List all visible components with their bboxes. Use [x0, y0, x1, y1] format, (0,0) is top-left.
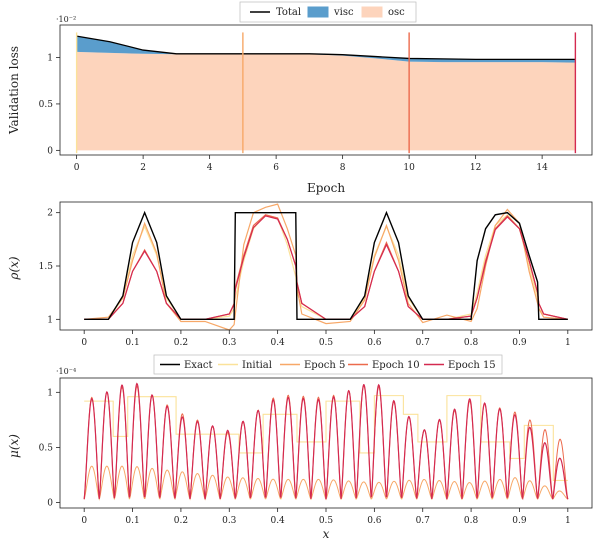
mu-x-axis-title: x	[323, 527, 330, 541]
mu-x-tick-label: 0.4	[270, 516, 285, 526]
rho-x-tick-label: 0.8	[464, 338, 479, 348]
rho-x-tick-label: 0	[81, 338, 87, 348]
rho-x-tick-label: 0.1	[125, 338, 139, 348]
rho-series-exact	[84, 210, 568, 321]
mu-y-ticks: 00.51	[39, 388, 60, 508]
mu-x-ticks: 0 0.1 0.2 0.3 0.4 0.5 0.6 0.7 0.8 0.9 1	[81, 508, 571, 526]
rho-x-tick-label: 0.5	[319, 338, 334, 348]
mu-series-epoch-15	[83, 382, 569, 501]
total-line	[76, 35, 576, 61]
mu-series-initial	[84, 395, 568, 482]
legend-epoch10-label: Epoch 10	[372, 360, 420, 371]
loss-x-tick-label: 8	[340, 163, 346, 173]
mu-axes-frame	[59, 377, 593, 509]
rho-x-tick-label: 0.3	[222, 338, 237, 348]
loss-legend-visc-swatch	[307, 6, 329, 18]
legend-exact-label: Exact	[184, 360, 213, 371]
mu-y-axis-title: μ(x)	[7, 434, 21, 458]
rho-y-ticks: 11.52	[39, 209, 60, 325]
rho-y-tick-label: 1.5	[39, 262, 54, 272]
mu-y-scale-label: ·10⁻⁴	[56, 367, 76, 376]
loss-y-scale-label: ·10⁻²	[56, 15, 76, 24]
rho-y-axis-title: ρ(x)	[7, 256, 21, 281]
rho-x-tick-label: 0.6	[367, 338, 382, 348]
panel-mu: 0 0.1 0.2 0.3 0.4 0.5 0.6 0.7 0.8 0.9 1 00.51 ·10⁻…	[7, 367, 593, 541]
rho-series-epoch-5	[84, 203, 568, 331]
loss-y-ticks: 00.51	[39, 54, 60, 156]
loss-legend-osc-swatch	[361, 6, 383, 18]
mu-x-tick-label: 0.8	[464, 516, 479, 526]
profile-legend: Exact Initial Epoch 5 Epoch 10 Epoch 15	[153, 354, 503, 375]
mu-y-tick-label: 0	[47, 498, 53, 508]
loss-legend: Total visc osc	[239, 1, 417, 23]
loss-x-axis-title: Epoch	[307, 181, 345, 195]
rho-x-tick-label: 1	[565, 338, 571, 348]
panel-validation-loss: 0 2 4 6 8 10 12 14 00.51 ·10⁻² Epoch Validation…	[7, 1, 593, 195]
osc-area	[76, 51, 576, 151]
rho-x-tick-label: 0.7	[416, 338, 431, 348]
loss-legend-visc-label: visc	[333, 7, 354, 18]
mu-x-tick-label: 1	[565, 516, 571, 526]
loss-y-tick-label: 0	[47, 146, 53, 156]
mu-x-tick-label: 0.7	[416, 516, 431, 526]
mu-x-tick-label: 0.9	[512, 516, 527, 526]
rho-plot-area	[59, 201, 593, 331]
legend-initial-label: Initial	[242, 360, 272, 371]
mu-x-tick-label: 0.2	[174, 516, 188, 526]
legend-epoch5-label: Epoch 5	[304, 360, 345, 371]
rho-x-ticks: 0 0.1 0.2 0.3 0.4 0.5 0.6 0.7 0.8 0.9 1	[81, 330, 571, 348]
mu-x-tick-label: 0.5	[319, 516, 334, 526]
loss-plot-area	[59, 24, 593, 156]
loss-axes-frame	[59, 24, 593, 156]
loss-y-axis-title: Validation loss	[7, 46, 21, 135]
rho-series-epoch-15	[84, 215, 568, 320]
mu-y-tick-label: 1	[47, 388, 53, 398]
loss-x-ticks: 0 2 4 6 8 10 12 14	[74, 155, 548, 173]
mu-x-tick-label: 0.1	[125, 516, 139, 526]
profile-legend-box	[153, 354, 503, 375]
mu-plot-area	[59, 377, 593, 509]
mu-y-tick-label: 0.5	[39, 443, 54, 453]
loss-x-tick-label: 12	[470, 163, 481, 173]
legend-epoch15-label: Epoch 15	[448, 360, 496, 371]
rho-x-tick-label: 0.4	[270, 338, 285, 348]
loss-x-tick-label: 4	[207, 163, 213, 173]
rho-y-tick-label: 1	[47, 315, 53, 325]
loss-x-tick-label: 14	[536, 163, 548, 173]
loss-legend-total-label: Total	[276, 7, 301, 18]
mu-x-tick-label: 0.3	[222, 516, 237, 526]
loss-y-tick-label: 0.5	[39, 100, 54, 110]
rho-x-tick-label: 0.2	[174, 338, 188, 348]
loss-y-tick-label: 1	[47, 54, 53, 64]
loss-x-tick-label: 6	[273, 163, 279, 173]
loss-x-tick-label: 0	[74, 163, 80, 173]
mu-x-tick-label: 0	[81, 516, 87, 526]
panel-rho: 0 0.1 0.2 0.3 0.4 0.5 0.6 0.7 0.8 0.9 1 11.52 ρ(x)	[7, 201, 593, 348]
rho-x-tick-label: 0.9	[512, 338, 527, 348]
loss-legend-osc-label: osc	[388, 7, 405, 18]
rho-y-tick-label: 2	[47, 209, 53, 219]
loss-x-tick-label: 10	[403, 163, 415, 173]
loss-x-tick-label: 2	[140, 163, 146, 173]
mu-x-tick-label: 0.6	[367, 516, 382, 526]
